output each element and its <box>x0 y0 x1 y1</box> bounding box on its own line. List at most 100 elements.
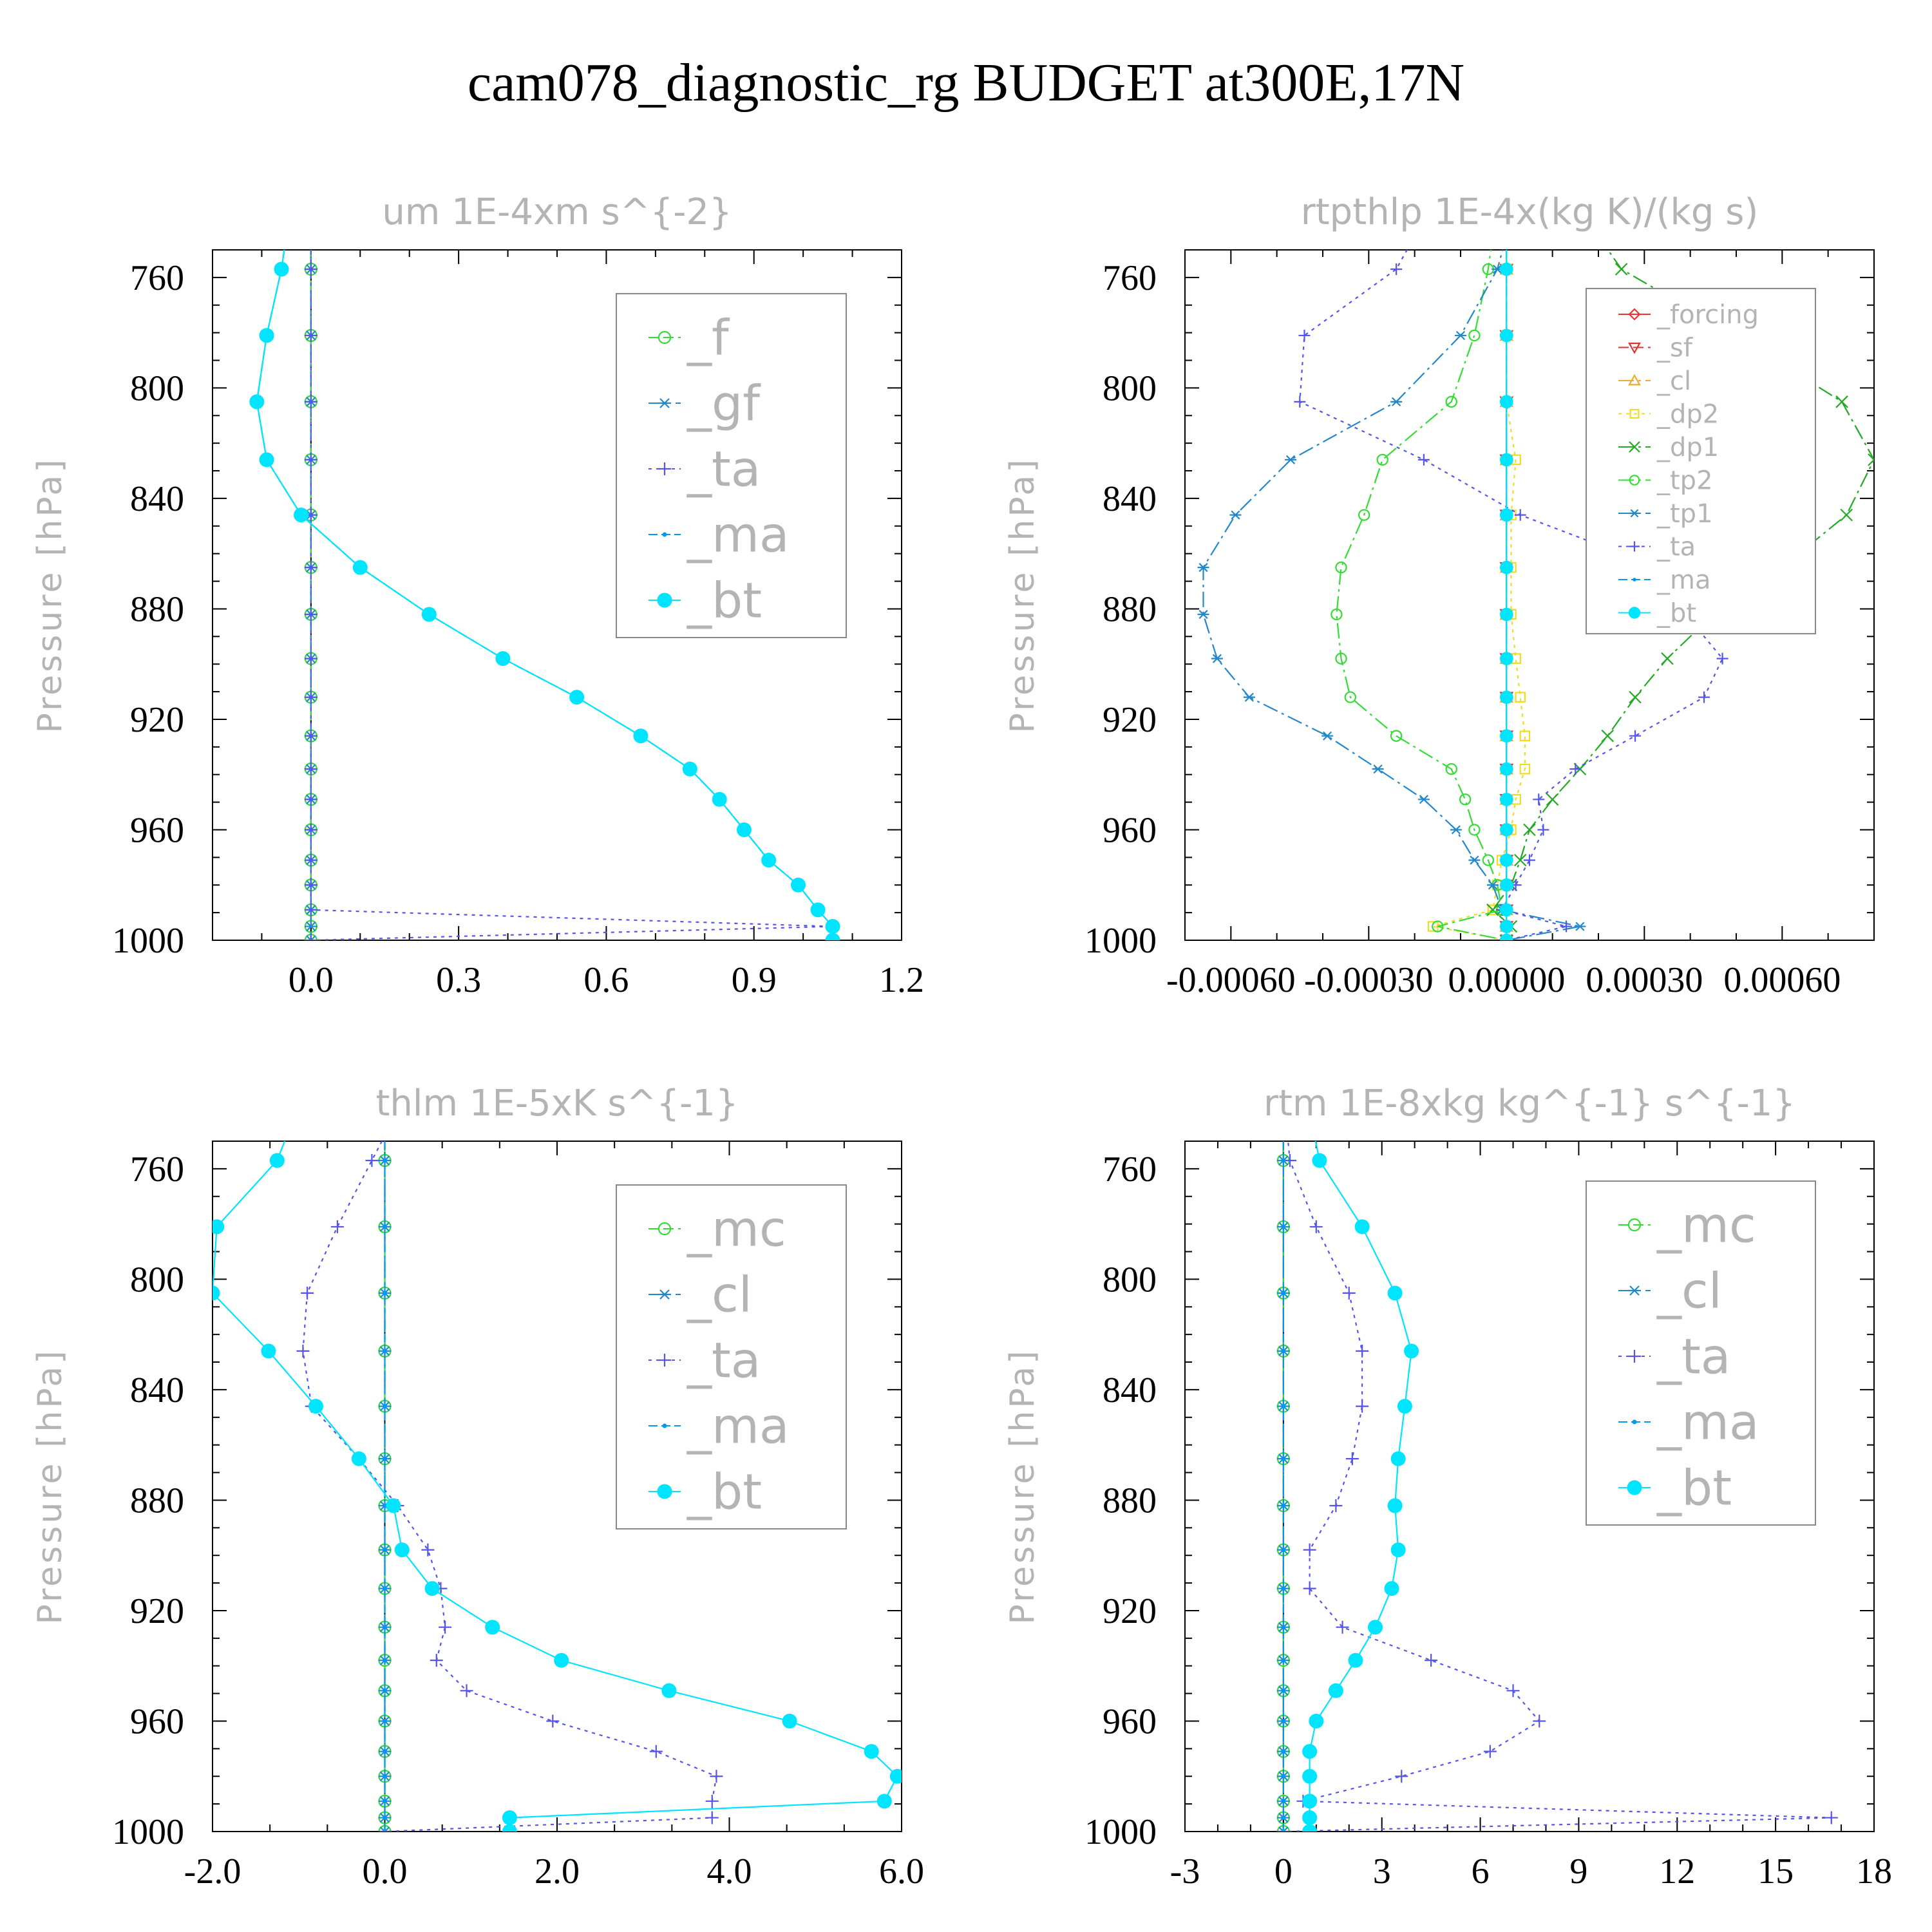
data-point-tp1 <box>1372 764 1384 774</box>
series-area <box>1197 250 1874 940</box>
data-point-bt <box>554 1653 569 1668</box>
data-point-ta <box>1395 1770 1408 1783</box>
panel-title: thlm 1E-5xK s^{-1} <box>375 1083 738 1124</box>
data-point-bt <box>269 1153 285 1168</box>
legend-label: _tp2 <box>1656 466 1713 496</box>
data-point-bt <box>249 394 265 410</box>
data-point-ta <box>1356 1399 1369 1413</box>
data-point-bt <box>1499 453 1513 467</box>
data-point-tp2 <box>1335 561 1347 574</box>
data-point-ta <box>304 729 317 743</box>
data-point-tp1 <box>1450 825 1462 835</box>
legend-label: _sf <box>1656 334 1693 363</box>
data-point-ta <box>546 1714 560 1728</box>
legend: _forcing _sf _cl _dp2 _dp1 _tp2_tp1 _ta _ma _bt <box>1586 288 1816 634</box>
data-point-tp2 <box>1445 762 1457 775</box>
data-point-ta <box>1514 509 1526 521</box>
data-point-ta <box>304 561 317 574</box>
data-point-bt <box>1302 1824 1318 1832</box>
data-point-bt <box>1499 823 1513 837</box>
data-point-ma <box>1281 1625 1286 1630</box>
data-point-tp2 <box>1390 730 1403 742</box>
legend-marker <box>1628 1285 1641 1296</box>
data-point-ta <box>1345 1452 1359 1466</box>
data-point-bt <box>1499 690 1513 705</box>
legend-label: _ta <box>1656 1328 1730 1385</box>
x-tick-label: -3 <box>1170 1852 1200 1891</box>
data-point-bt <box>259 452 274 468</box>
data-point-ma <box>383 1799 387 1804</box>
data-point-ta <box>304 878 317 892</box>
data-point-bt <box>394 1542 410 1558</box>
y-tick-label: 760 <box>130 258 184 298</box>
data-point-ta <box>304 934 317 940</box>
data-point-ma <box>383 1503 387 1508</box>
data-point-ta <box>304 652 317 665</box>
x-tick-label: 12 <box>1659 1852 1695 1891</box>
data-point-tp1 <box>1243 692 1255 702</box>
legend-label: _cl <box>1656 366 1691 396</box>
y-tick-label: 960 <box>130 1701 184 1741</box>
data-point-ta <box>1533 793 1545 806</box>
data-point-ma <box>1281 1774 1286 1779</box>
data-point-bt <box>825 933 840 940</box>
data-point-bt <box>1302 1794 1318 1809</box>
x-tick-label: 0.0 <box>363 1852 408 1891</box>
data-point-dp2 <box>1515 692 1526 703</box>
data-point-ta <box>1417 453 1430 466</box>
legend-marker <box>1629 408 1640 419</box>
data-point-ma <box>1281 1718 1286 1723</box>
data-point-bt <box>259 328 274 343</box>
legend-marker <box>658 1354 671 1367</box>
legend-label: _ta <box>1656 533 1696 562</box>
data-point-bt <box>1499 853 1513 867</box>
legend-label: _bt <box>687 572 762 629</box>
data-point-ta <box>304 453 317 466</box>
data-point-ta <box>365 1154 379 1168</box>
data-point-bt <box>1302 1768 1318 1784</box>
data-point-ta <box>1524 854 1535 866</box>
data-point-ta <box>1533 1714 1546 1728</box>
data-point-dp1 <box>1601 729 1615 743</box>
data-point-tp1 <box>1211 654 1223 663</box>
y-tick-label: 1000 <box>112 1812 184 1852</box>
data-point-ta <box>1824 1811 1838 1824</box>
data-point-tp2 <box>1335 652 1347 665</box>
data-point-tp2 <box>1331 608 1343 621</box>
data-point-bt <box>424 1581 440 1596</box>
data-point-ta <box>330 1220 344 1233</box>
y-tick-label: 960 <box>130 810 184 850</box>
data-point-bt <box>502 1824 517 1832</box>
legend-marker <box>1628 607 1641 619</box>
data-point-ta <box>1356 1344 1369 1358</box>
data-point-ma <box>383 1829 387 1832</box>
data-point-tp2 <box>1376 453 1388 466</box>
data-point-ta <box>460 1684 473 1698</box>
data-point-ma <box>1281 1749 1286 1754</box>
plot-frame <box>1184 249 1875 941</box>
x-tick-label: 4.0 <box>707 1852 752 1891</box>
data-point-bt <box>1397 1399 1412 1414</box>
y-tick-label: 760 <box>1103 1150 1157 1189</box>
legend-label: _bt <box>1656 599 1696 629</box>
legend-marker <box>657 592 672 608</box>
panel-1: um 1E-4xm s^{-2} Pressure [hPa] 760 800 840 8… <box>31 191 924 1000</box>
data-point-ma <box>1281 1291 1286 1296</box>
data-point-bt <box>1390 1451 1406 1466</box>
data-point-bt <box>864 1744 879 1759</box>
data-point-bt <box>1499 328 1513 343</box>
data-point-bt <box>386 1498 401 1513</box>
legend-label: _bt <box>1656 1459 1732 1517</box>
data-point-ma <box>1281 1829 1286 1832</box>
data-point-ma <box>383 1625 387 1630</box>
data-point-ta <box>1569 763 1582 775</box>
legend-marker <box>1629 541 1640 552</box>
data-point-ta <box>1329 1499 1343 1513</box>
legend: _f _gf _ta _ma _bt <box>616 293 847 638</box>
legend-label: _ma <box>1656 565 1710 595</box>
data-point-tp2 <box>1432 920 1444 933</box>
x-tick-label: 3 <box>1373 1852 1391 1891</box>
data-point-bt <box>421 607 437 622</box>
data-point-ta <box>1336 1620 1349 1634</box>
